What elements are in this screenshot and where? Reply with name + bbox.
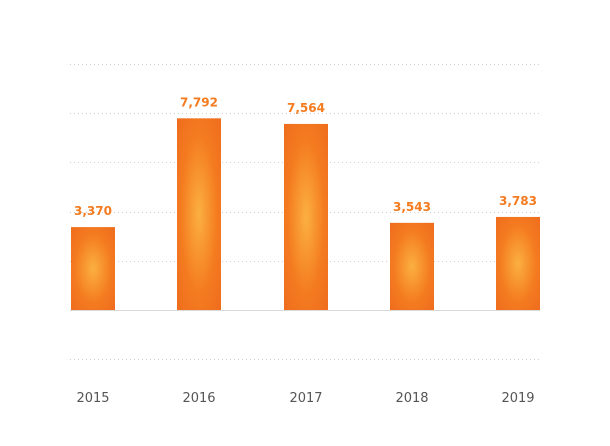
value-label-2017: 7,564 <box>287 101 325 115</box>
bar-2017 <box>284 123 328 310</box>
bar-2015 <box>71 227 115 310</box>
value-label-2018: 3,543 <box>393 200 431 214</box>
gridlines <box>70 64 540 360</box>
value-label-2016: 7,792 <box>180 95 218 109</box>
bar-2016 <box>177 118 221 310</box>
x-tick-label-2017: 2017 <box>289 391 322 406</box>
x-tick-label-2019: 2019 <box>501 391 534 406</box>
value-label-2019: 3,783 <box>499 194 537 208</box>
value-labels: 3,370 7,792 7,564 3,543 3,783 <box>74 95 537 218</box>
x-axis-tick-labels: 2015 2016 2017 2018 2019 <box>76 391 534 406</box>
bars <box>71 118 540 310</box>
value-label-2015: 3,370 <box>74 204 112 218</box>
x-tick-label-2018: 2018 <box>395 391 428 406</box>
bar-2019 <box>496 216 540 310</box>
x-tick-label-2016: 2016 <box>182 391 215 406</box>
bar-2018 <box>390 222 434 310</box>
x-tick-label-2015: 2015 <box>76 391 109 406</box>
